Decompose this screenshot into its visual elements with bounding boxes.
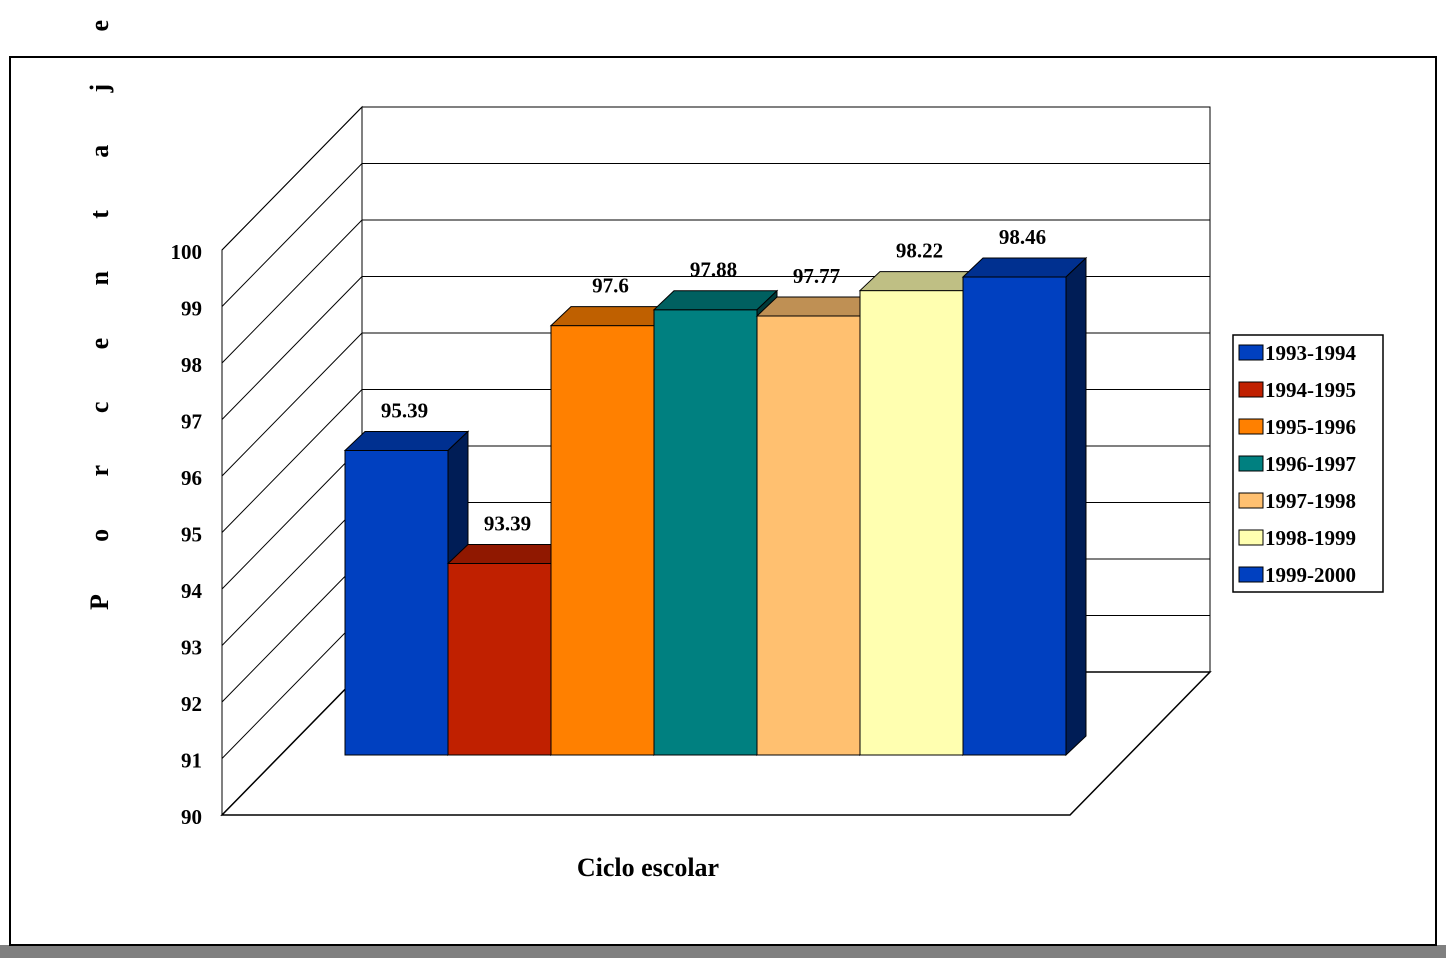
- legend-label: 1999-2000: [1265, 563, 1356, 587]
- y-tick-label: 93: [181, 635, 202, 659]
- legend-label: 1994-1995: [1265, 378, 1356, 402]
- grid-line: [221, 502, 363, 646]
- bar-top: [343, 430, 470, 451]
- legend-label: 1995-1996: [1265, 415, 1356, 439]
- legend-swatch: [1238, 455, 1264, 472]
- bar-top: [652, 290, 779, 311]
- value-label: 97.6: [592, 273, 629, 297]
- y-tick-label: 95: [181, 522, 202, 546]
- value-label: 98.22: [896, 238, 943, 262]
- value-label: 95.39: [381, 398, 428, 422]
- bar-front: [859, 290, 964, 756]
- legend-label: 1996-1997: [1265, 452, 1356, 476]
- legend-swatch: [1238, 418, 1264, 435]
- legend-swatch: [1238, 529, 1264, 546]
- legend-swatch: [1238, 492, 1264, 509]
- bar-front: [550, 325, 655, 756]
- grid-line: [221, 332, 363, 477]
- bar: [961, 256, 1088, 757]
- bar-top: [961, 257, 1088, 278]
- y-tick-label: 92: [181, 692, 202, 716]
- y-tick-label: 96: [181, 466, 202, 490]
- y-tick-label: 98: [181, 353, 202, 377]
- grid-line: [221, 558, 363, 703]
- y-tick-label: 100: [171, 240, 203, 264]
- y-tick-label: 97: [181, 409, 202, 433]
- value-label: 93.39: [484, 511, 531, 535]
- legend-swatch: [1238, 381, 1264, 398]
- bar-side: [1065, 256, 1087, 757]
- legend-swatch: [1238, 566, 1264, 583]
- value-label: 97.77: [793, 264, 840, 288]
- grid-line: [221, 615, 363, 759]
- grid-line: [221, 106, 363, 251]
- bar-front: [653, 309, 758, 756]
- grid-line: [221, 389, 363, 533]
- legend-swatch: [1238, 344, 1264, 361]
- bar-front: [447, 562, 552, 756]
- y-tick-label: 90: [181, 805, 202, 829]
- legend-label: 1998-1999: [1265, 526, 1356, 550]
- x-axis-label: Ciclo escolar: [577, 853, 719, 882]
- bar-front: [756, 315, 861, 756]
- y-tick-label: 99: [181, 296, 202, 320]
- y-tick-label: 94: [181, 579, 203, 603]
- bar-front: [962, 276, 1067, 756]
- bottom-bar: [0, 945, 1446, 958]
- bar-front: [344, 449, 449, 756]
- grid-line: [221, 445, 363, 590]
- y-tick-label: 91: [181, 748, 202, 772]
- value-label: 97.88: [690, 258, 737, 282]
- grid-line: [221, 276, 363, 420]
- value-label: 98.46: [999, 225, 1046, 249]
- legend-label: 1997-1998: [1265, 489, 1356, 513]
- grid-line: [221, 671, 363, 816]
- legend-label: 1993-1994: [1265, 341, 1356, 365]
- grid-line: [221, 219, 363, 364]
- grid-line: [221, 163, 363, 307]
